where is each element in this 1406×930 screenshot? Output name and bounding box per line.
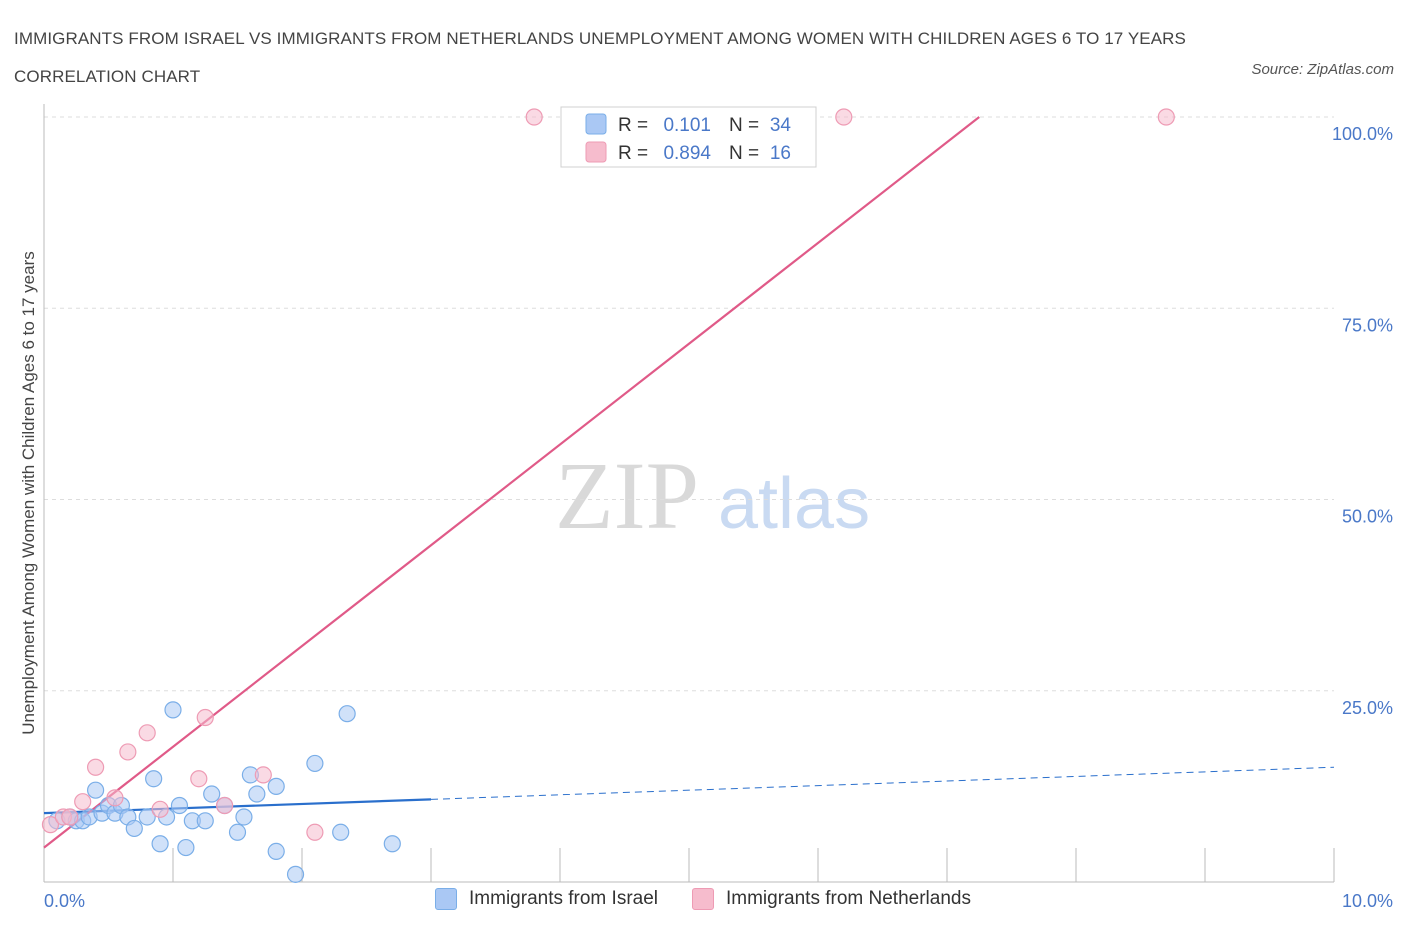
stats-n-label-netherlands: N =	[729, 143, 759, 164]
israel-point	[248, 785, 266, 803]
chart-legend: Immigrants from Israel Immigrants from N…	[0, 888, 1406, 910]
stats-legend: R = 0.101 N = 34 R = 0.894 N = 16	[560, 106, 817, 168]
netherlands-point	[151, 800, 169, 818]
grid-lines	[44, 116, 1334, 692]
israel-point	[228, 823, 247, 841]
israel-point	[145, 770, 163, 788]
chart-title: IMMIGRANTS FROM ISRAEL VS IMMIGRANTS FRO…	[14, 29, 1186, 86]
netherlands-point	[1157, 108, 1175, 126]
israel-point	[286, 865, 305, 883]
stats-r-value-netherlands: 0.894	[663, 143, 711, 164]
y-tick-label: 50.0%	[1342, 507, 1393, 527]
israel-point	[138, 808, 156, 826]
watermark-zip: ZIP	[555, 442, 699, 549]
netherlands-point	[306, 823, 324, 841]
netherlands-point	[119, 743, 137, 761]
data-points	[41, 108, 1175, 883]
y-tick-label: 100.0%	[1332, 124, 1393, 144]
x-axis-ticks	[43, 848, 1335, 882]
y-tick-labels: 25.0% 50.0% 75.0% 100.0%	[1332, 124, 1393, 718]
netherlands-point	[41, 816, 60, 834]
netherlands-point	[106, 789, 124, 807]
source-label: Source: ZipAtlas.com	[1251, 61, 1394, 78]
netherlands-point	[196, 708, 214, 727]
stats-r-value-israel: 0.101	[663, 115, 711, 136]
netherlands-point	[525, 108, 543, 126]
x-tick-label-min: 0.0%	[44, 891, 85, 911]
netherlands-point	[254, 766, 272, 784]
israel-point	[267, 842, 285, 861]
legend-swatch-netherlands	[692, 888, 714, 910]
netherlands-trend-line	[43, 116, 980, 849]
israel-point	[306, 754, 324, 773]
netherlands-point	[74, 793, 92, 811]
israel-point	[164, 701, 182, 719]
israel-trend-extension	[430, 766, 1335, 800]
israel-point	[86, 781, 105, 799]
y-axis-title: Unemployment Among Women with Children A…	[19, 251, 38, 735]
stats-r-label-israel: R =	[618, 115, 648, 136]
y-tick-label: 25.0%	[1342, 698, 1393, 718]
israel-point	[177, 838, 195, 857]
israel-point	[203, 785, 221, 803]
legend-item-israel: Immigrants from Israel	[435, 888, 658, 910]
stats-swatch-israel	[585, 113, 607, 135]
israel-point	[338, 705, 356, 723]
netherlands-point	[61, 808, 79, 826]
israel-point	[267, 777, 285, 795]
netherlands-point	[86, 758, 105, 776]
stats-r-label-netherlands: R =	[618, 143, 648, 164]
israel-point	[125, 819, 143, 838]
israel-point	[151, 835, 169, 853]
legend-label-netherlands: Immigrants from Netherlands	[726, 888, 971, 909]
israel-point	[170, 796, 189, 815]
netherlands-point	[216, 796, 234, 815]
netherlands-point	[190, 770, 208, 788]
stats-n-label-israel: N =	[729, 115, 759, 136]
legend-item-netherlands: Immigrants from Netherlands	[692, 888, 971, 910]
x-tick-label-max: 10.0%	[1342, 891, 1393, 911]
israel-point	[383, 835, 401, 853]
legend-label-israel: Immigrants from Israel	[469, 888, 658, 909]
stats-n-value-netherlands: 16	[770, 143, 791, 164]
israel-point	[332, 823, 350, 841]
israel-point	[196, 812, 214, 830]
watermark-atlas: atlas	[718, 464, 870, 544]
netherlands-point	[835, 108, 853, 126]
israel-point	[235, 808, 253, 826]
stats-n-value-israel: 34	[770, 115, 792, 136]
netherlands-point	[138, 724, 156, 742]
legend-swatch-israel	[435, 888, 458, 910]
stats-swatch-netherlands	[585, 141, 607, 163]
y-tick-label: 75.0%	[1342, 315, 1393, 335]
